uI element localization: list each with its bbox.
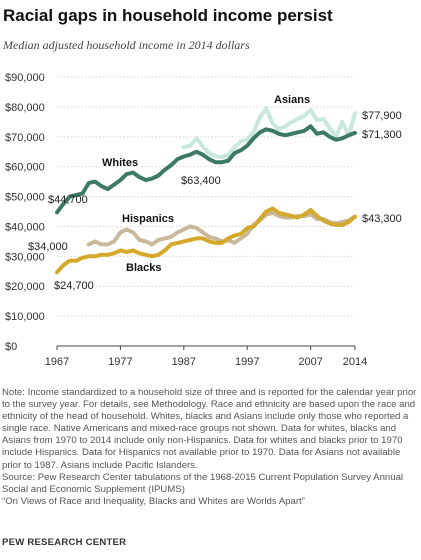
- report-title: “On Views of Race and Inequality, Blacks…: [2, 495, 305, 507]
- value-label-whites-start: $44,700: [48, 194, 88, 206]
- series-line-blacks: [55, 206, 357, 275]
- series-label-whites: Whites: [102, 157, 138, 169]
- series-label-blacks: Blacks: [126, 262, 161, 274]
- y-tick-label: $50,000: [5, 192, 45, 204]
- org-name: PEW RESEARCH CENTER: [2, 537, 127, 548]
- x-tick-label: 1977: [108, 356, 132, 368]
- chart-notes: Note: Income standardized to a household…: [2, 387, 418, 508]
- y-tick-label: $20,000: [5, 281, 45, 293]
- series-line-whites: [55, 124, 357, 215]
- y-tick-label: $0: [5, 341, 17, 353]
- x-tick-label: 2014: [343, 356, 367, 368]
- x-tick-label: 1987: [172, 356, 196, 368]
- chart-title: Racial gaps in household income persist: [3, 6, 333, 25]
- x-tick-label: 1967: [45, 356, 69, 368]
- value-label-hispanics-start: $34,000: [28, 241, 68, 253]
- y-tick-label: $90,000: [5, 72, 45, 84]
- value-label-blacks-start: $24,700: [54, 280, 94, 292]
- y-tick-label: $10,000: [5, 311, 45, 323]
- x-tick-label: 1997: [235, 356, 259, 368]
- source-text: Source: Pew Research Center tabulations …: [2, 471, 404, 495]
- y-tick-label: $80,000: [5, 102, 45, 114]
- series-line-asians: [181, 106, 357, 160]
- x-tick-label: 2007: [298, 356, 322, 368]
- chart-subtitle: Median adjusted household income in 2014…: [3, 38, 250, 52]
- value-label-whites-end: $71,300: [362, 129, 402, 141]
- note-text: Note: Income standardized to a household…: [2, 387, 417, 471]
- y-tick-label: $40,000: [5, 221, 45, 233]
- y-tick-label: $30,000: [5, 251, 45, 263]
- series-label-hispanics: Hispanics: [122, 213, 174, 225]
- line-chart: $0 $10,000 $20,000 $30,000 $40,000 $50,000 $60…: [5, 72, 402, 368]
- value-label-asians-end: $77,900: [362, 110, 402, 122]
- value-label-hisp-black-end: $43,300: [362, 213, 402, 225]
- value-label-whites-1987: $63,400: [181, 175, 221, 187]
- y-tick-label: $70,000: [5, 132, 45, 144]
- series-label-asians: Asians: [274, 94, 310, 106]
- y-tick-label: $60,000: [5, 162, 45, 174]
